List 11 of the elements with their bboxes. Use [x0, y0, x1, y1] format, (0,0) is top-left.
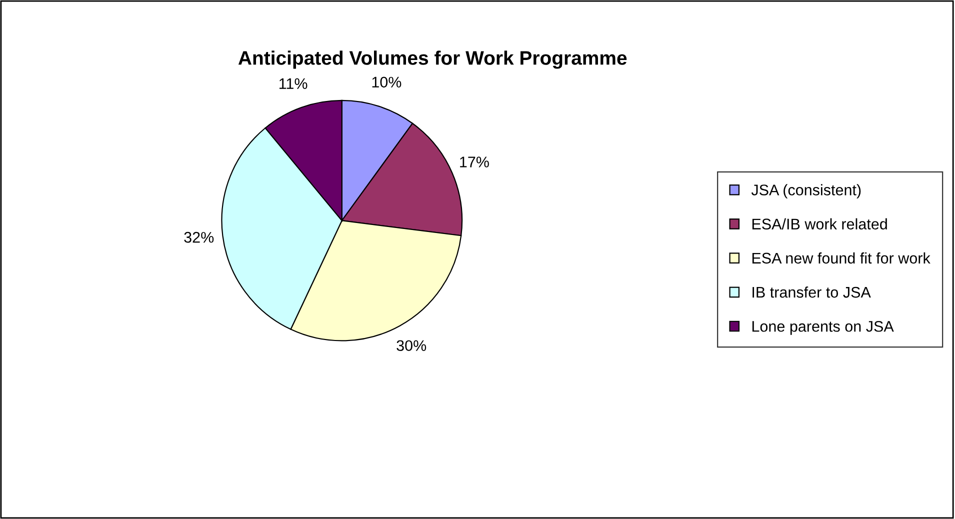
data-label: 32% [184, 232, 214, 243]
legend-label: Lone parents on JSA [752, 320, 894, 335]
data-label: 11% [279, 78, 308, 89]
data-label: 10% [372, 76, 402, 88]
data-label: 30% [396, 340, 426, 352]
legend-label: ESA new found fit for work [752, 252, 930, 264]
chart-title: Anticipated Volumes for Work Programme [238, 50, 627, 69]
legend-label: ESA/IB work related [752, 218, 887, 230]
legend-label: JSA (consistent) [751, 184, 861, 198]
legend-label: IB transfer to JSA [752, 286, 871, 298]
data-label: 17% [460, 156, 489, 168]
